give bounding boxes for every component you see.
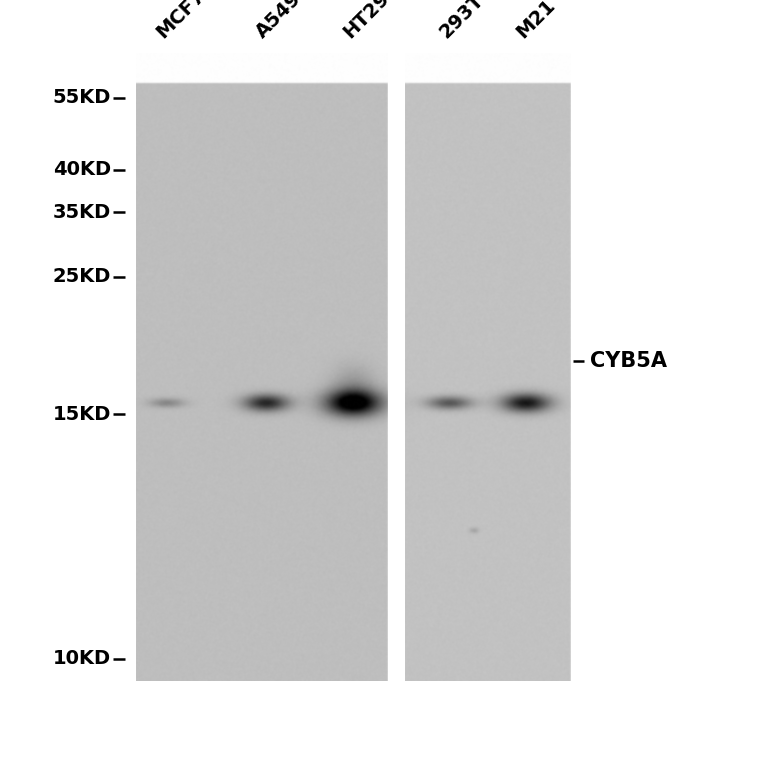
Text: MCF7: MCF7 xyxy=(153,0,209,42)
Text: 15KD: 15KD xyxy=(53,405,111,423)
Text: HT29: HT29 xyxy=(339,0,393,42)
Bar xyxy=(571,0,764,764)
Text: 10KD: 10KD xyxy=(53,649,111,668)
Bar xyxy=(0,681,764,764)
Text: 293T: 293T xyxy=(435,0,487,42)
Text: 55KD: 55KD xyxy=(53,89,111,107)
Bar xyxy=(388,0,405,764)
Text: A549: A549 xyxy=(252,0,306,42)
Bar xyxy=(0,0,764,53)
Text: CYB5A: CYB5A xyxy=(590,351,667,371)
Text: 40KD: 40KD xyxy=(53,160,111,179)
Text: 25KD: 25KD xyxy=(53,267,111,286)
Text: 35KD: 35KD xyxy=(53,203,111,222)
Text: M21: M21 xyxy=(512,0,558,42)
Bar xyxy=(0,0,136,764)
